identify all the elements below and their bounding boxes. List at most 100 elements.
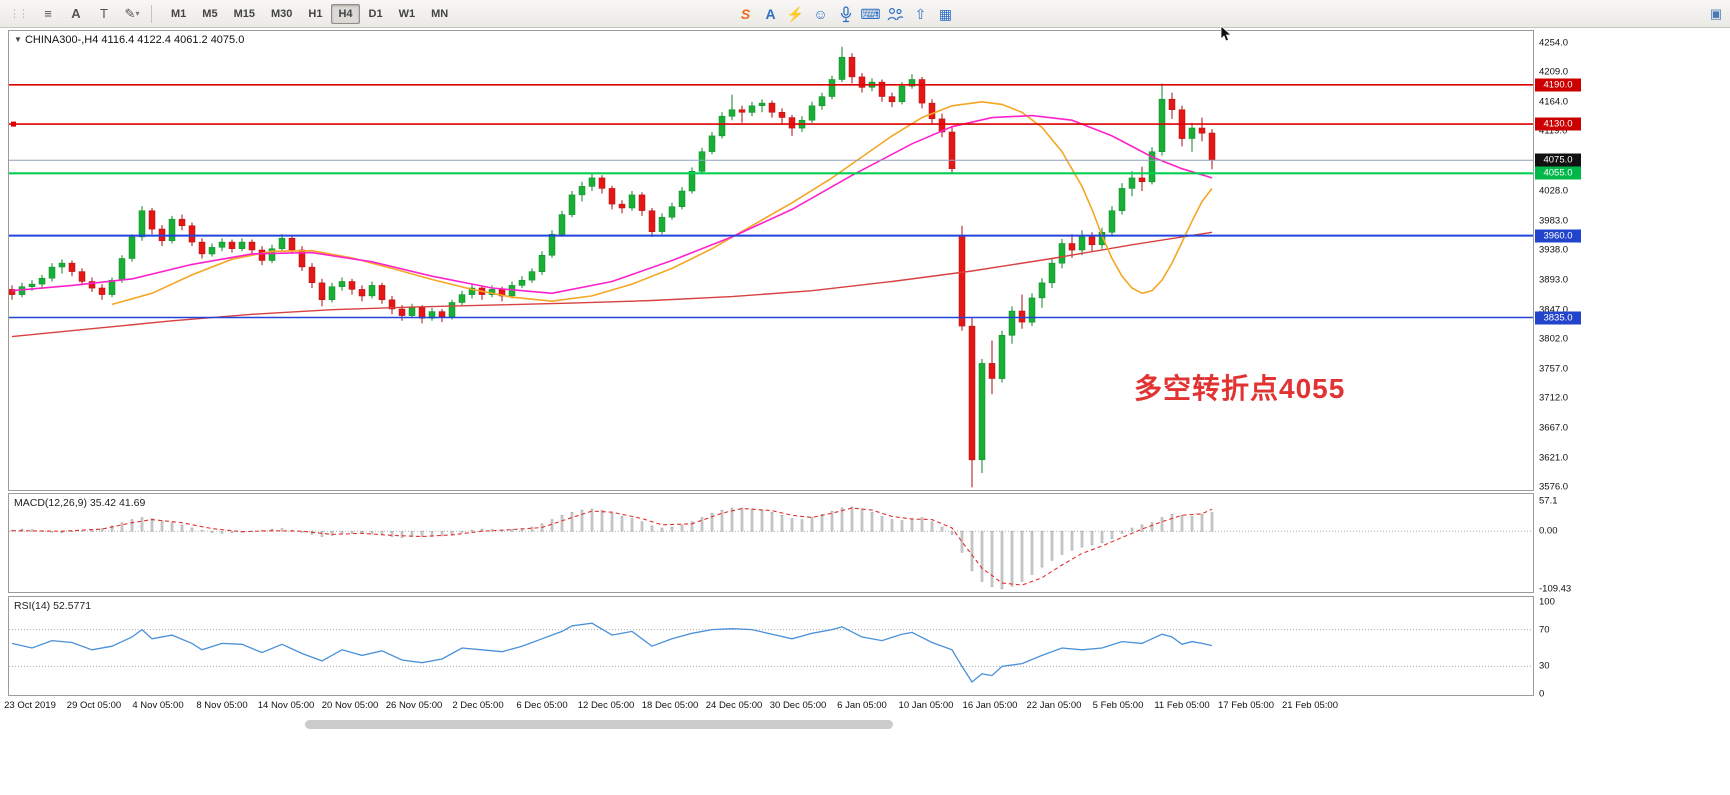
price-axis-label: 4119.0: [1539, 125, 1568, 137]
macd-histogram: [10, 506, 1214, 590]
timeframe-button-mn[interactable]: MN: [431, 7, 449, 20]
price-tag-4075.0: 4075.0: [1535, 153, 1581, 167]
price-axis-label: 3983.0: [1539, 215, 1569, 226]
main-chart-panel[interactable]: ▼ CHINA300-,H4 4116.4 4122.4 4061.2 4075…: [8, 30, 1534, 491]
price-axis-label: 3576.0: [1539, 481, 1569, 493]
collapse-triangle-icon[interactable]: ▼: [14, 35, 22, 44]
price-axis-label: 4164.0: [1539, 96, 1569, 108]
price-axis-label: 3893.0: [1539, 274, 1569, 286]
macd-panel[interactable]: MACD(12,26,9) 35.42 41.69: [8, 493, 1534, 593]
timeframe-button-m1[interactable]: M1: [171, 7, 187, 20]
macd-signal-line: [11, 507, 1213, 586]
timeframe-button-d1[interactable]: D1: [368, 7, 383, 20]
timeframe-button-m5[interactable]: M5: [202, 7, 218, 20]
toolbar-right-icons: S A ⚡ ☺ ⌨ ⇧ ▦: [733, 0, 958, 28]
hline-handle[interactable]: [11, 121, 16, 127]
price-axis-label: 4254.0: [1539, 37, 1569, 49]
price-tag-4055.0: 4055.0: [1535, 166, 1581, 180]
text-tool-button[interactable]: T: [100, 6, 108, 21]
chart-menu-icon[interactable]: ≡: [44, 6, 52, 21]
date-label: 10 Jan 05:00: [898, 700, 954, 711]
price-tag-4130.0: 4130.0: [1535, 117, 1581, 131]
date-axis[interactable]: 23 Oct 2019 29 Oct 05:00 4 Nov 05:00 8 Nov …: [4, 697, 1534, 713]
draw-tool-button[interactable]: ✎ ▾: [118, 3, 146, 25]
rsi-label: RSI(14) 52.5771: [14, 600, 92, 612]
price-axis-label: 3847.0: [1539, 304, 1569, 316]
emoji-icon[interactable]: ☺: [813, 6, 828, 22]
mic-icon[interactable]: [833, 5, 858, 23]
cursor-tool-button[interactable]: A: [71, 6, 81, 21]
date-label: 29 Oct 05:00: [66, 700, 122, 711]
date-label: 17 Feb 05:00: [1218, 700, 1274, 711]
date-label: 5 Feb 05:00: [1092, 700, 1144, 711]
horizontal-scrollbar[interactable]: [305, 720, 893, 729]
price-axis-label: 3667.0: [1539, 422, 1569, 434]
grid-icon[interactable]: ▦: [938, 5, 953, 22]
chart-symbol-label: CHINA300-,H4: [24, 34, 99, 46]
macd-axis-label: 0.00: [1539, 525, 1558, 537]
chart-ohlc-label: 4116.4 4122.4 4061.2 4075.0: [101, 34, 245, 46]
toolbar-drag-handle[interactable]: ⋮⋮: [9, 8, 29, 20]
date-label: 12 Dec 05:00: [577, 700, 635, 711]
timeframe-group: M1 M5 M15 M30 H1 H4 D1 W1 MN: [163, 3, 456, 24]
ma-mid-line: [111, 100, 1213, 306]
chart-annotation-text[interactable]: 多空转折点4055: [1134, 373, 1346, 404]
rsi-canvas[interactable]: [9, 597, 1533, 695]
price-axis-label: 3712.0: [1539, 392, 1569, 404]
date-label: 22 Jan 05:00: [1026, 700, 1082, 711]
rsi-axis-label: 100: [1539, 596, 1555, 608]
toolbar-separator: [151, 4, 152, 23]
rsi-axis-label: 0: [1539, 688, 1545, 700]
timeframe-button-h4[interactable]: H4: [331, 3, 360, 24]
date-label: 16 Jan 05:00: [962, 700, 1018, 711]
price-tag-3960.0: 3960.0: [1535, 229, 1581, 243]
sina-logo-icon[interactable]: S: [740, 6, 751, 22]
macd-axis-label: -109.43: [1539, 583, 1572, 595]
date-label: 30 Dec 05:00: [769, 700, 827, 711]
date-label: 20 Nov 05:00: [321, 700, 379, 711]
date-label: 8 Nov 05:00: [196, 700, 248, 711]
macd-axis-label: 57.1: [1539, 495, 1558, 507]
rsi-axis-label: 70: [1539, 624, 1550, 636]
toolbar: ⋮⋮ ≡ A T ✎ ▾ M1 M5 M15 M30 H1 H4 D1 W1 MN S A ⚡ ☺ ⌨ ⇧…: [0, 0, 1730, 28]
price-axis-label: 3621.0: [1539, 452, 1569, 464]
macd-label: MACD(12,26,9) 35.42 41.69: [14, 497, 146, 509]
mouse-cursor: [1220, 26, 1233, 42]
flash-icon[interactable]: ⚡: [786, 5, 805, 22]
chevron-down-icon: ▾: [135, 9, 140, 18]
price-axis-label: 3938.0: [1539, 244, 1569, 256]
date-label: 23 Oct 2019: [4, 700, 56, 711]
timeframe-button-w1[interactable]: W1: [398, 7, 416, 20]
upload-icon[interactable]: ⇧: [914, 5, 927, 22]
rsi-axis-label: 30: [1539, 660, 1550, 672]
timeframe-button-h1[interactable]: H1: [308, 7, 323, 20]
rsi-line: [11, 622, 1213, 683]
date-label: 4 Nov 05:00: [132, 700, 184, 711]
font-color-icon[interactable]: A: [765, 6, 776, 22]
window-icon[interactable]: ▣: [1709, 6, 1723, 21]
main-chart-canvas[interactable]: [9, 31, 1533, 490]
date-label: 6 Dec 05:00: [516, 700, 568, 711]
date-label: 18 Dec 05:00: [641, 700, 699, 711]
price-axis-label: 4028.0: [1539, 185, 1569, 197]
candles-layer: [9, 46, 1216, 488]
pencil-icon: ✎: [124, 5, 136, 21]
date-label: 21 Feb 05:00: [1282, 700, 1338, 711]
timeframe-button-m15[interactable]: M15: [233, 7, 255, 20]
date-label: 14 Nov 05:00: [257, 700, 315, 711]
date-label: 26 Nov 05:00: [385, 700, 443, 711]
date-label: 11 Feb 05:00: [1154, 700, 1210, 711]
price-tag-4190.0: 4190.0: [1535, 78, 1581, 92]
macd-canvas[interactable]: [9, 494, 1533, 592]
price-axis-label: 3757.0: [1539, 363, 1569, 375]
keyboard-icon[interactable]: ⌨: [860, 5, 881, 22]
people-icon[interactable]: [883, 7, 908, 21]
chart-title: ▼ CHINA300-,H4 4116.4 4122.4 4061.2 4075…: [14, 34, 244, 46]
timeframe-button-m30[interactable]: M30: [270, 7, 293, 20]
price-axis-label: 4209.0: [1539, 66, 1569, 78]
date-label: 2 Dec 05:00: [452, 700, 504, 711]
price-axis-label: 3802.0: [1539, 333, 1569, 345]
price-tag-3835.0: 3835.0: [1535, 311, 1581, 325]
rsi-panel[interactable]: RSI(14) 52.5771: [8, 596, 1534, 696]
